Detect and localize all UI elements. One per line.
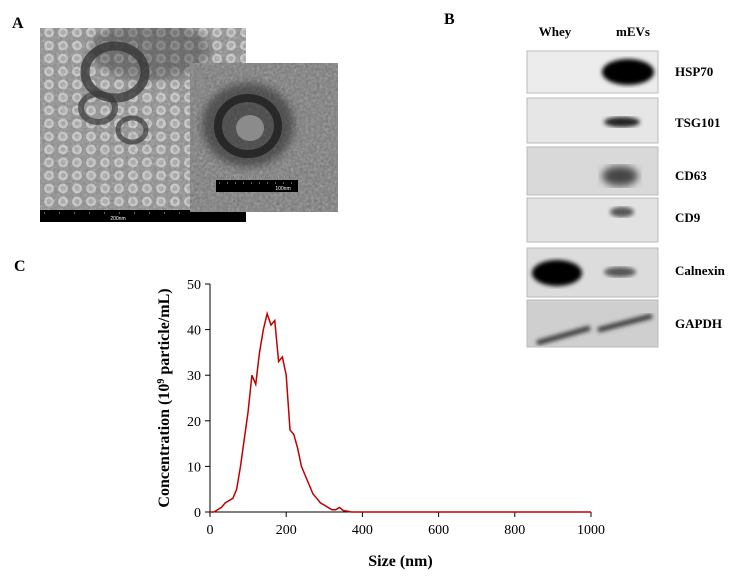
scale-label: 200nm <box>110 216 125 222</box>
protein-label: CD9 <box>675 210 701 225</box>
y-tick-label: 50 <box>187 278 201 293</box>
x-axis-label: Size (nm) <box>368 553 432 570</box>
chart: 0 10 20 30 40 50 0 200 400 600 800 1000 Size (nm) Con… <box>156 278 606 570</box>
y-axis-label: Concentration (109 particle/mL) <box>156 288 174 507</box>
lane-label: Whey <box>539 24 572 39</box>
y-tick-label: 10 <box>187 460 201 475</box>
x-tick-label: 1000 <box>577 523 605 538</box>
panel-label: C <box>14 258 26 275</box>
tem-image-inset <box>190 63 338 212</box>
data-line <box>210 310 591 513</box>
y-tick-label: 20 <box>187 415 201 430</box>
y-axis-label-part: Concentration (10 <box>156 384 173 508</box>
y-axis-label-part: 9 <box>156 379 167 384</box>
scale-bar <box>40 210 246 222</box>
scale-label: 100nm <box>275 186 290 192</box>
y-tick-label: 0 <box>194 506 201 521</box>
protein-label: CD63 <box>675 168 707 183</box>
protein-label: TSG101 <box>675 115 721 130</box>
panel-label: B <box>444 11 455 28</box>
protein-label: HSP70 <box>675 64 713 79</box>
panel-label: A <box>12 15 24 32</box>
x-tick-label: 600 <box>428 523 449 538</box>
x-tick-label: 800 <box>504 523 525 538</box>
x-tick-label: 400 <box>352 523 373 538</box>
protein-label: Calnexin <box>675 263 726 278</box>
x-tick-label: 200 <box>276 523 297 538</box>
x-tick-label: 0 <box>207 523 214 538</box>
y-axis-label-part: particle/mL) <box>156 288 173 378</box>
protein-label: GAPDH <box>675 316 722 331</box>
blot <box>526 50 659 348</box>
lane-label: mEVs <box>616 24 650 39</box>
y-tick-label: 30 <box>187 369 201 384</box>
y-tick-label: 40 <box>187 324 201 339</box>
